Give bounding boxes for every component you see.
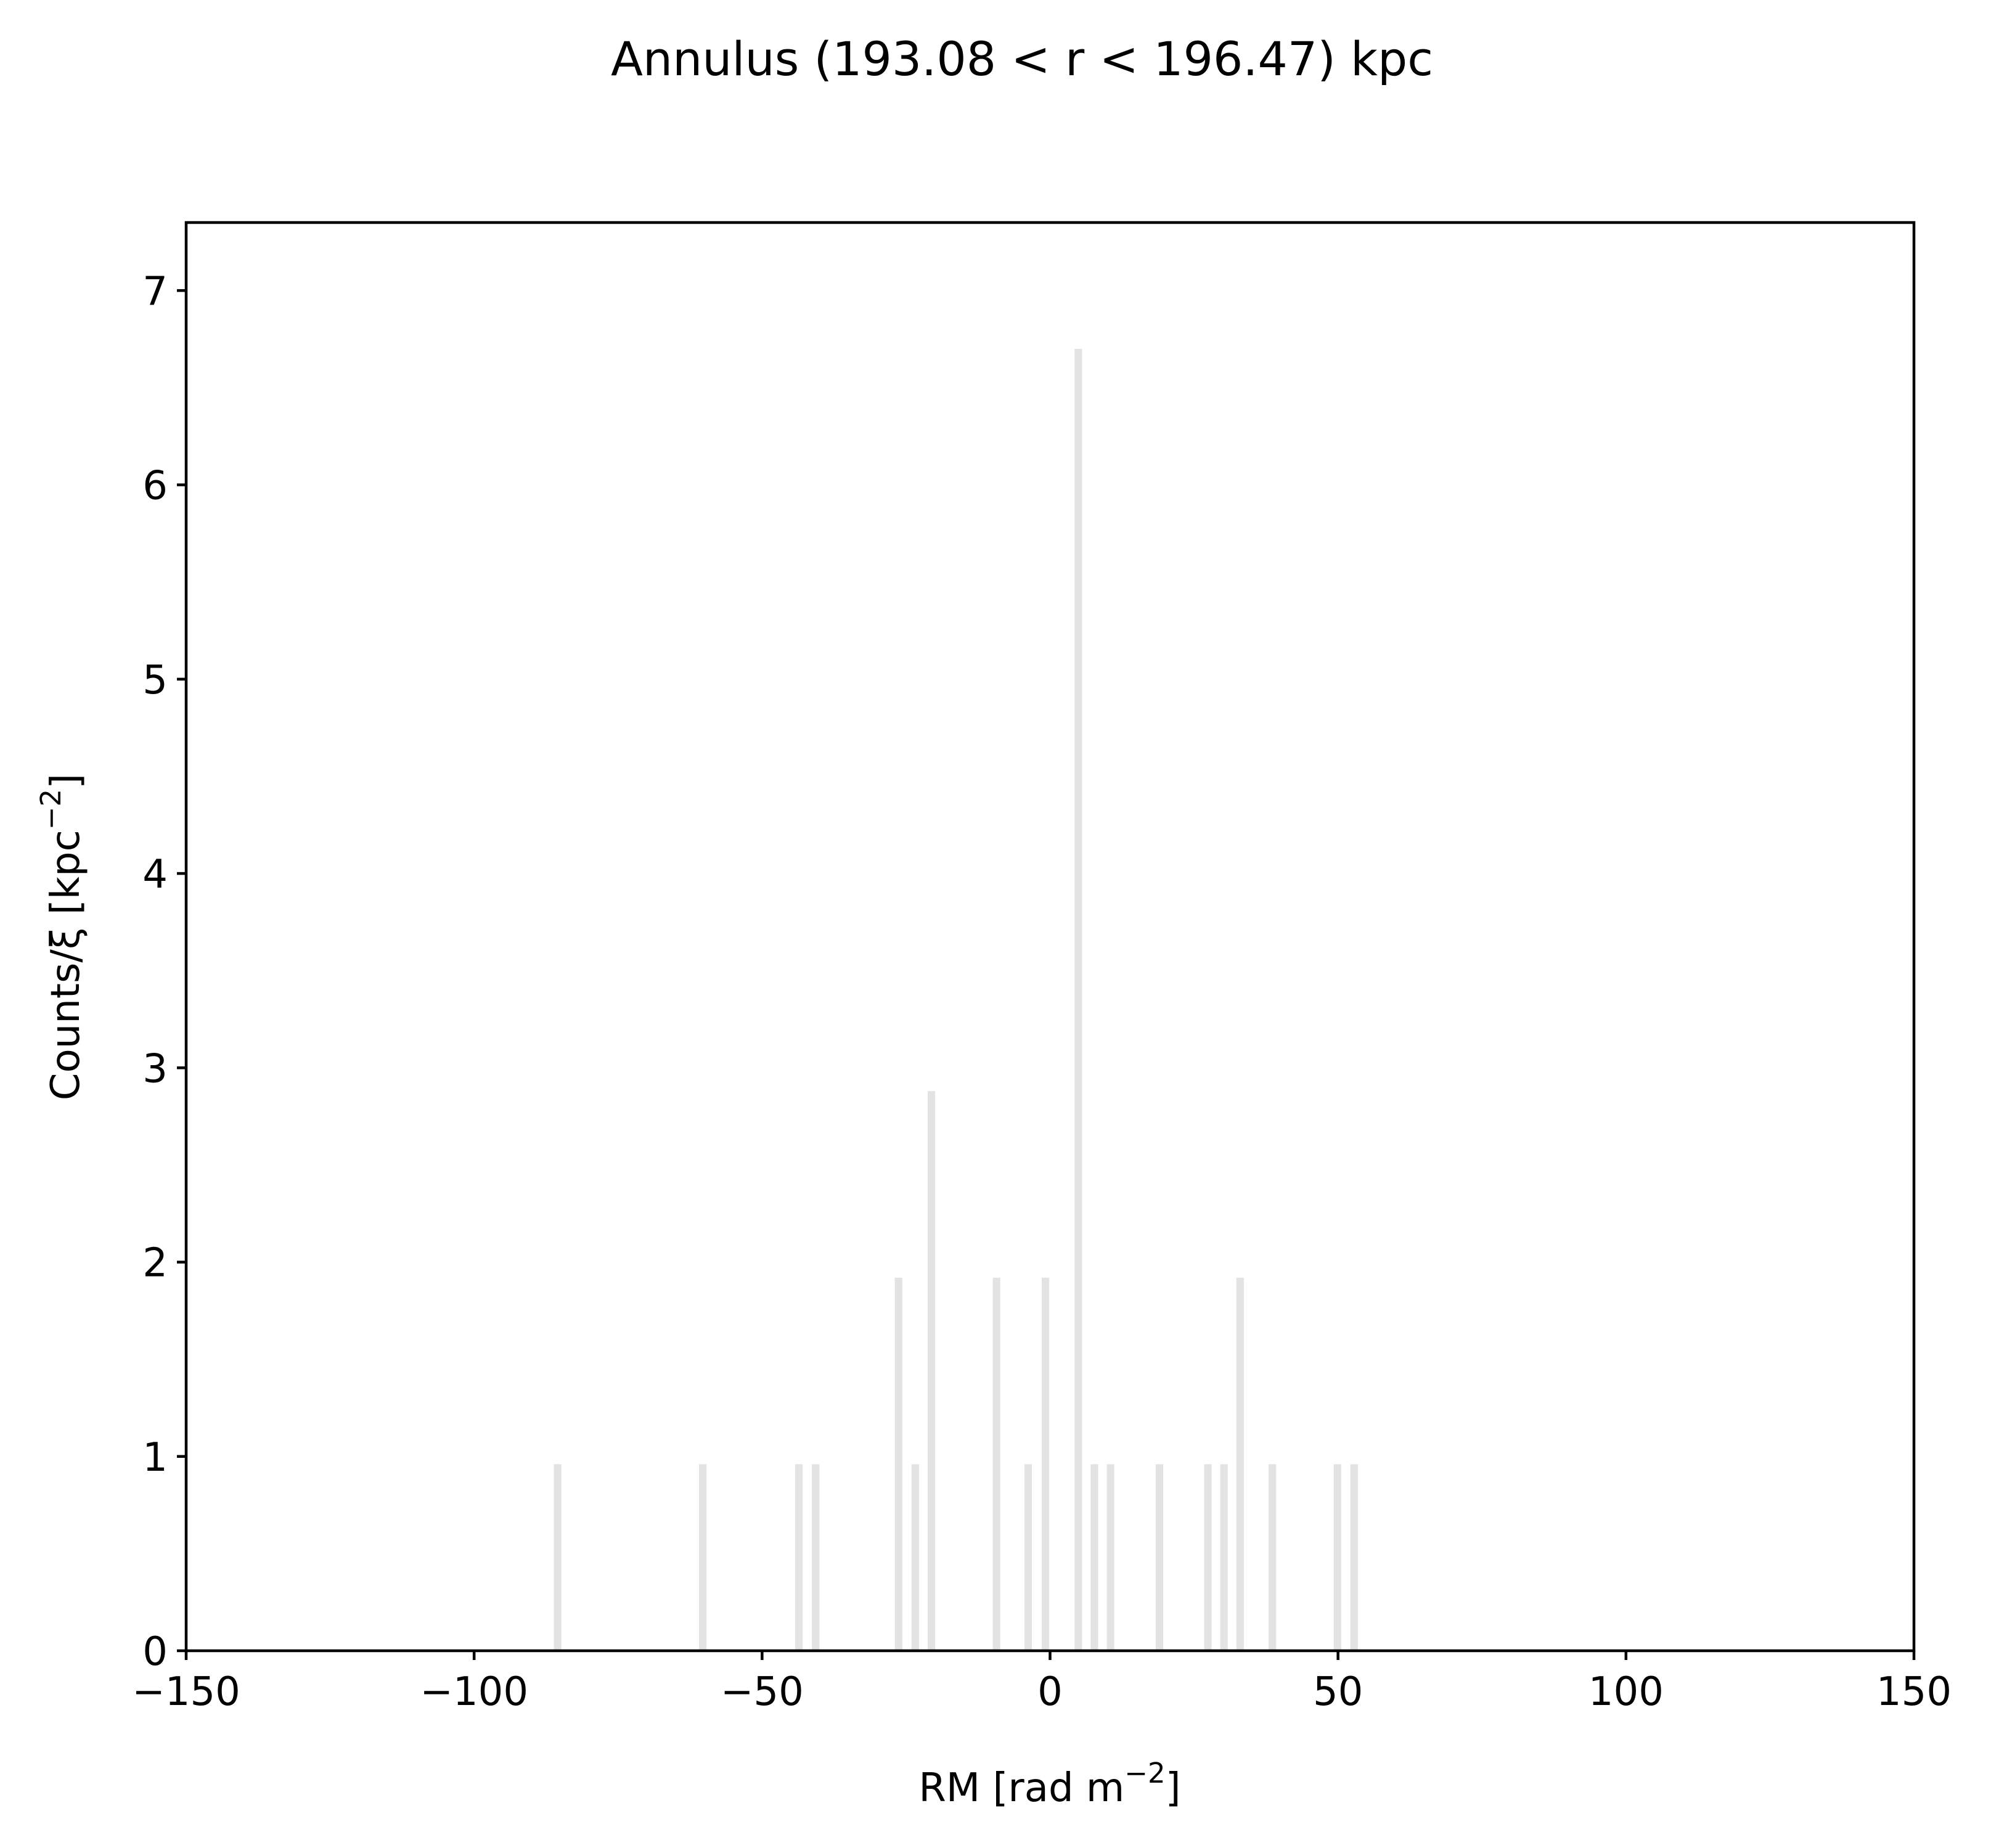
histogram-bar: [1269, 1464, 1277, 1651]
histogram-bar: [699, 1464, 707, 1651]
histogram-bar: [1074, 348, 1082, 1651]
histogram-bar: [1024, 1464, 1032, 1651]
y-axis-label-exponent: −2: [35, 789, 67, 830]
y-tick-label: 4: [142, 852, 168, 897]
x-tick-label: 50: [1313, 1669, 1363, 1715]
x-tick-label: 100: [1588, 1669, 1664, 1715]
histogram-bar: [1333, 1464, 1341, 1651]
x-axis-label-exponent: −2: [1124, 1757, 1165, 1789]
histogram-bar: [927, 1091, 936, 1651]
histogram-bar: [1106, 1464, 1114, 1651]
plot-area-frame: [184, 221, 1916, 1653]
histogram-bar: [1041, 1277, 1050, 1651]
histogram-bar: [1204, 1464, 1212, 1651]
y-axis-label-main: Counts/ξ [kpc: [43, 830, 89, 1100]
y-axis-label-close: ]: [43, 774, 89, 789]
x-tick-label: 150: [1876, 1669, 1952, 1715]
chart-title: Annulus (193.08 < r < 196.47) kpc: [611, 31, 1433, 86]
histogram-bar: [1350, 1464, 1358, 1651]
x-tick-label: −50: [721, 1669, 804, 1715]
ticks-layer: −150 −100 −50 0 50 100 150 0 1 2 3 4 5 6 7: [132, 269, 1952, 1715]
histogram-bar: [911, 1464, 919, 1651]
histogram-bar: [1090, 1464, 1098, 1651]
histogram-bar: [795, 1464, 803, 1651]
x-axis-label-close: ]: [1166, 1765, 1181, 1811]
y-tick-label: 7: [142, 269, 168, 314]
histogram-bar: [1155, 1464, 1164, 1651]
y-tick-label: 6: [142, 464, 168, 509]
x-axis-label: RM [rad m−2]: [918, 1757, 1180, 1811]
y-axis-label: Counts/ξ [kpc−2]: [35, 774, 89, 1100]
x-tick-label: −150: [132, 1669, 240, 1715]
y-tick-label: 3: [142, 1046, 168, 1092]
x-axis-label-main: RM [rad m: [918, 1765, 1124, 1811]
histogram-bar: [992, 1277, 1000, 1651]
y-tick-label: 2: [142, 1241, 168, 1286]
histogram-bar: [1236, 1277, 1244, 1651]
x-tick-label: −100: [420, 1669, 528, 1715]
histogram-bar: [812, 1464, 820, 1651]
histogram-bar: [1220, 1464, 1228, 1651]
y-tick-label: 1: [142, 1435, 168, 1481]
bars-layer: [554, 348, 1358, 1651]
x-tick-label: 0: [1037, 1669, 1063, 1715]
histogram-bar: [554, 1464, 562, 1651]
histogram-bar: [894, 1277, 902, 1651]
y-tick-label: 0: [142, 1629, 168, 1675]
y-tick-label: 5: [142, 658, 168, 703]
